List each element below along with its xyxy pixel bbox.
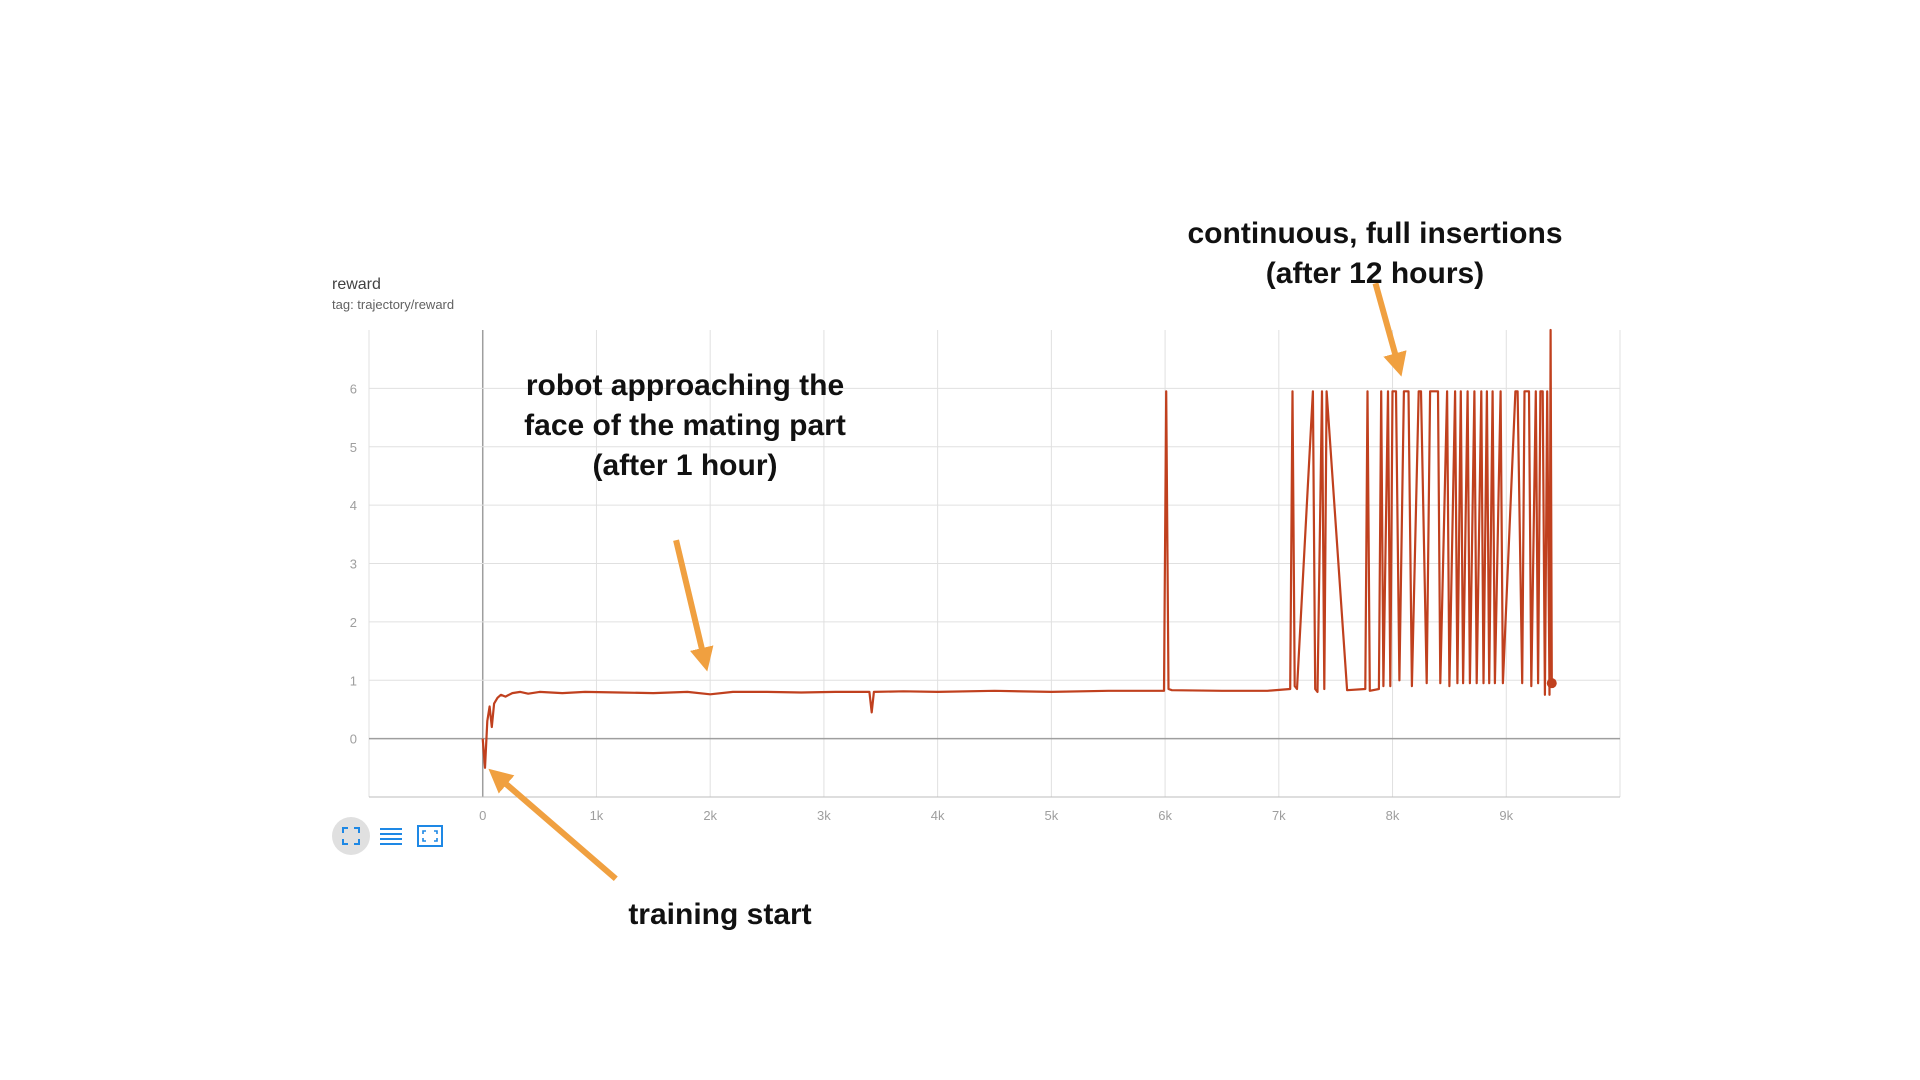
fit-domain-button[interactable]: [411, 817, 449, 855]
x-tick-label: 0: [479, 808, 486, 823]
chart-tick-labels: 0 1k 2k 3k 4k 5k 6k 7k 8k 9k 0 1 2 3 4 5 6: [350, 381, 1514, 823]
annotation-arrow-1: [1372, 282, 1407, 377]
x-tick-label: 6k: [1158, 808, 1172, 823]
chart-subtitle: tag: trajectory/reward: [332, 297, 455, 312]
y-tick-label: 2: [350, 615, 357, 630]
last-point-marker: [1546, 678, 1557, 689]
y-tick-label: 6: [350, 381, 357, 396]
y-tick-label: 5: [350, 440, 357, 455]
annotation-arrow-0: [673, 539, 714, 672]
y-tick-label: 0: [350, 732, 357, 747]
annotation-training-start: training start: [628, 898, 812, 931]
annotation-robot-approaching: robot approaching the face of the mating…: [524, 369, 846, 482]
x-tick-label: 4k: [931, 808, 945, 823]
x-tick-label: 2k: [703, 808, 717, 823]
fullscreen-icon: [342, 827, 360, 845]
annotation-arrow-2: [488, 768, 618, 881]
reward-series-line: [481, 328, 1553, 769]
annotation-arrows: [488, 282, 1407, 881]
x-tick-label: 7k: [1272, 808, 1286, 823]
x-tick-label: 9k: [1499, 808, 1513, 823]
data-table-icon: [380, 828, 402, 845]
x-tick-label: 5k: [1044, 808, 1058, 823]
data-table-button[interactable]: [372, 817, 410, 855]
chart-title: reward: [332, 276, 381, 293]
fit-domain-icon: [417, 825, 443, 847]
fullscreen-button[interactable]: [332, 817, 370, 855]
x-tick-label: 8k: [1386, 808, 1400, 823]
y-tick-label: 3: [350, 557, 357, 572]
x-tick-label: 1k: [590, 808, 604, 823]
chart-series: [481, 328, 1557, 769]
x-tick-label: 3k: [817, 808, 831, 823]
chart-grid: [368, 330, 1621, 798]
annotation-continuous-insertions: continuous, full insertions (after 12 ho…: [1187, 217, 1563, 290]
y-tick-label: 1: [350, 673, 357, 688]
y-tick-label: 4: [350, 498, 357, 513]
